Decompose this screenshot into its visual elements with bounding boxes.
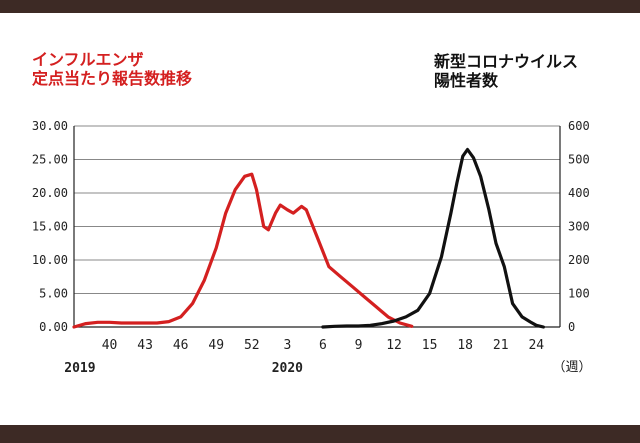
- covid-title-line-1: 新型コロナウイルス: [434, 52, 579, 71]
- series-layer: [72, 147, 545, 329]
- x-axis-tick-label: 49: [208, 338, 224, 353]
- flu-series-line: [72, 172, 414, 329]
- right-axis-tick-label: 200: [568, 253, 590, 267]
- top-frame-bar: [0, 0, 640, 13]
- x-axis-tick-label: 43: [137, 338, 153, 353]
- left-axis-tick-label: 5.00: [39, 287, 68, 301]
- x-axis-tick-label: 24: [528, 338, 544, 353]
- x-axis-tick-label: 52: [244, 338, 260, 353]
- right-axis-tick-label: 0: [568, 320, 575, 334]
- right-axis-tick-label: 400: [568, 186, 590, 200]
- left-axis-tick-label: 15.00: [32, 220, 68, 234]
- x-axis-tick-label: 9: [355, 338, 363, 353]
- left-axis-tick-label: 30.00: [32, 119, 68, 133]
- right-axis-tick-label: 100: [568, 287, 590, 301]
- covid-series-line: [321, 147, 545, 329]
- x-axis-tick-label: 46: [173, 338, 189, 353]
- x-axis-tick-label: 40: [102, 338, 118, 353]
- covid-title-line-2: 陽性者数: [434, 71, 499, 90]
- right-axis-tick-label: 600: [568, 119, 590, 133]
- left-axis-tick-label: 20.00: [32, 186, 68, 200]
- x-unit-label: （週）: [552, 360, 591, 375]
- left-axis-tick-label: 10.00: [32, 253, 68, 267]
- year-label: 2019: [64, 361, 95, 376]
- bottom-frame-bar: [0, 425, 640, 443]
- x-axis-tick-label: 15: [422, 338, 438, 353]
- flu-title-line-2: 定点当たり報告数推移: [32, 69, 193, 88]
- right-axis-tick-label: 500: [568, 153, 590, 167]
- x-axis-tick-label: 6: [319, 338, 327, 353]
- grid-layer: [74, 125, 560, 328]
- x-axis-tick-label: 12: [386, 338, 402, 353]
- x-axis-tick-label: 18: [457, 338, 473, 353]
- covid-chart-title: 新型コロナウイルス 陽性者数: [434, 52, 578, 90]
- label-layer: 0.00 0 5.00 100 10.00 200 15.00 300 20.00 400 25.0…: [32, 119, 592, 376]
- x-axis-tick-label: 3: [283, 338, 291, 353]
- axis-layer: [73, 126, 561, 328]
- left-axis-tick-label: 25.00: [32, 153, 68, 167]
- flu-chart-title: インフルエンザ 定点当たり報告数推移: [32, 50, 192, 88]
- left-axis-tick-label: 0.00: [39, 320, 68, 334]
- flu-title-line-1: インフルエンザ: [32, 50, 144, 69]
- x-axis-tick-label: 21: [493, 338, 509, 353]
- right-axis-tick-label: 300: [568, 220, 590, 234]
- year-label: 2020: [272, 361, 303, 376]
